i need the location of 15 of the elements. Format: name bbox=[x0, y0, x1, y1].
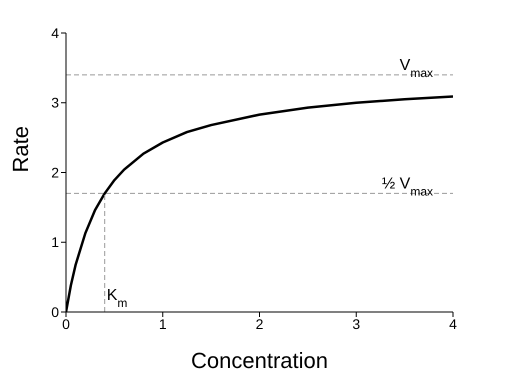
y-tick-label: 2 bbox=[51, 164, 60, 180]
y-tick-label: 4 bbox=[51, 24, 60, 41]
x-tick-label: 2 bbox=[256, 316, 264, 332]
x-tick-label: 3 bbox=[352, 316, 360, 332]
y-tick-label: 3 bbox=[51, 94, 60, 111]
annotation: K$_{m}$ bbox=[106, 287, 128, 310]
y-tick-label: 0 bbox=[51, 304, 60, 320]
y-tick-label: 1 bbox=[51, 234, 60, 250]
ref-line-label: ½ V$_{max}$ bbox=[382, 175, 433, 198]
x-tick-label: 4 bbox=[449, 316, 458, 332]
y-axis-title: Rate bbox=[8, 126, 33, 172]
ref-line-label: V$_{max}$ bbox=[400, 56, 433, 80]
x-axis-title: Concentration bbox=[191, 348, 328, 373]
x-tick-label: 0 bbox=[62, 316, 70, 332]
x-tick-label: 1 bbox=[158, 316, 167, 332]
